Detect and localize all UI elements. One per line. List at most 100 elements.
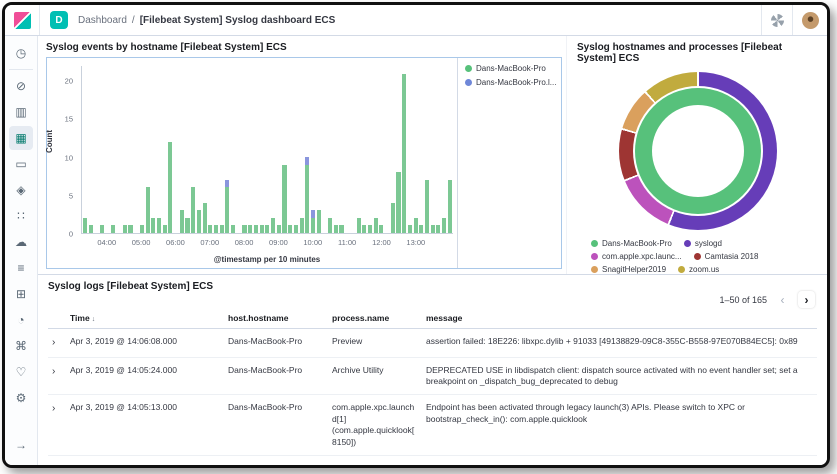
bar-07:10[interactable] [213,66,219,233]
expand-row-button[interactable]: › [48,357,66,396]
bar-08:30[interactable] [259,66,265,233]
legend-item[interactable]: zoom.us [678,265,719,274]
sidebar-item-logs[interactable]: ≡ [9,256,33,280]
bar-segment-Dans-MacBook-Pro [151,217,156,233]
bar-10:30[interactable] [327,66,333,233]
space-badge[interactable]: D [50,11,68,29]
bar-07:00[interactable] [207,66,213,233]
breadcrumb-root[interactable]: Dashboard [78,14,127,26]
bar-12:30[interactable] [396,66,402,233]
bar-06:50[interactable] [202,66,208,233]
donut-chart[interactable] [619,72,777,230]
kibana-logo-icon[interactable] [14,11,31,29]
column-header-process[interactable]: process.name [328,308,422,329]
bar-08:40[interactable] [265,66,271,233]
bar-08:50[interactable] [270,66,276,233]
legend-item[interactable]: com.apple.xpc.launc... [591,252,682,261]
bar-09:30[interactable] [293,66,299,233]
recently-viewed-icon: ◷ [15,46,27,60]
bar-09:10[interactable] [282,66,288,233]
expand-row-button[interactable]: › [48,328,66,358]
plot [81,66,453,234]
bar-03:20[interactable] [82,66,88,233]
sidebar-item-management[interactable]: ⚙ [9,386,33,410]
bar-08:10[interactable] [247,66,253,233]
previous-page-button[interactable]: ‹ [774,291,791,308]
bar-04:40[interactable] [128,66,134,233]
bar-13:10[interactable] [418,66,424,233]
bar-09:40[interactable] [299,66,305,233]
bar-11:30[interactable] [361,66,367,233]
sidebar-item-apm[interactable]: ⊞ [9,282,33,306]
next-page-button[interactable]: › [798,291,815,308]
legend-dot-icon [693,253,701,260]
sidebar-item-canvas[interactable]: ▭ [9,152,33,176]
bar-09:50[interactable] [304,66,310,233]
globe-button[interactable] [761,5,792,35]
user-menu-button[interactable] [792,5,827,35]
column-header-hostname[interactable]: host.hostname [224,308,328,329]
bar-05:40[interactable] [162,66,168,233]
bar-13:40[interactable] [436,66,442,233]
bar-08:20[interactable] [253,66,259,233]
bar-05:20[interactable] [150,66,156,233]
legend-item[interactable]: Dans-MacBook-Pro [591,239,672,248]
legend-item[interactable]: Dans-MacBook-Pro [465,64,559,73]
bar-13:30[interactable] [430,66,436,233]
bar-10:40[interactable] [333,66,339,233]
sidebar-collapse-button[interactable]: → [9,433,33,457]
bar-05:50[interactable] [168,66,174,233]
expand-row-button[interactable]: › [48,455,66,465]
bar-06:40[interactable] [196,66,202,233]
bar-14:00[interactable] [447,66,453,233]
bar-05:30[interactable] [156,66,162,233]
bar-07:20[interactable] [219,66,225,233]
bar-10:00[interactable] [310,66,316,233]
sidebar-item-maps[interactable]: ◈ [9,178,33,202]
bar-13:50[interactable] [441,66,447,233]
column-header-message[interactable]: message [422,308,817,329]
legend-item[interactable]: SnagitHelper2019 [591,265,666,274]
sidebar-item-infrastructure[interactable]: ☁ [9,230,33,254]
sidebar-item-dashboard[interactable]: ▦ [9,126,33,150]
bar-07:30[interactable] [225,66,231,233]
legend-item[interactable]: syslogd [683,239,722,248]
bar-06:10[interactable] [179,66,185,233]
bar-chart[interactable]: Count 0 5 10 15 20 04:00 05:00 06:00 07:00 08:00… [45,57,562,269]
sidebar-item-uptime[interactable]: ◔ [9,308,33,332]
bar-09:20[interactable] [287,66,293,233]
bar-10:50[interactable] [339,66,345,233]
bar-05:10[interactable] [145,66,151,233]
bar-13:20[interactable] [424,66,430,233]
column-header-time[interactable]: Time ↓ [66,308,224,329]
sidebar-item-discover[interactable]: ⊘ [9,74,33,98]
sidebar-item-machine-learning[interactable]: ∷ [9,204,33,228]
bar-10:10[interactable] [316,66,322,233]
bar-11:20[interactable] [356,66,362,233]
bar-12:50[interactable] [407,66,413,233]
bar-12:20[interactable] [390,66,396,233]
bar-06:30[interactable] [190,66,196,233]
bar-05:00[interactable] [139,66,145,233]
bar-04:10[interactable] [111,66,117,233]
bar-13:00[interactable] [413,66,419,233]
bar-04:30[interactable] [122,66,128,233]
sidebar-item-monitoring[interactable]: ♡ [9,360,33,384]
expand-row-button[interactable]: › [48,394,66,457]
bar-06:20[interactable] [185,66,191,233]
bar-07:40[interactable] [230,66,236,233]
bar-03:50[interactable] [99,66,105,233]
sidebar-item-visualize[interactable]: ▥ [9,100,33,124]
bar-12:00[interactable] [379,66,385,233]
bar-03:30[interactable] [88,66,94,233]
bar-11:40[interactable] [367,66,373,233]
x-tick-13:00: 13:00 [406,238,426,247]
legend-item[interactable]: Dans-MacBook-Pro.l... [465,78,559,87]
sidebar-item-dev-tools[interactable]: ⌘ [9,334,33,358]
bar-09:00[interactable] [276,66,282,233]
bar-11:50[interactable] [373,66,379,233]
sidebar-item-recently-viewed[interactable]: ◷ [9,41,33,65]
bar-12:40[interactable] [401,66,407,233]
legend-item[interactable]: Camtasia 2018 [693,252,758,261]
bar-08:00[interactable] [242,66,248,233]
